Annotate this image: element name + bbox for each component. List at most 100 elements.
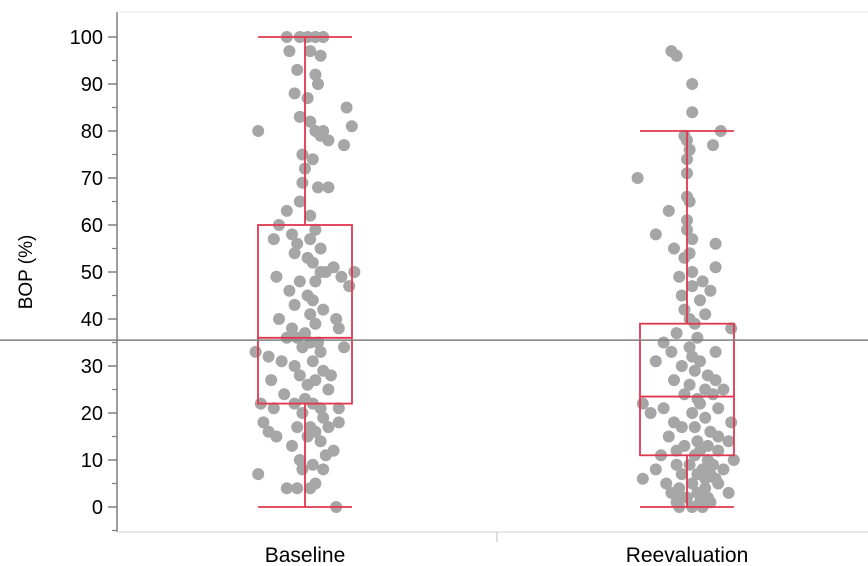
data-point: [304, 233, 317, 246]
data-point: [683, 341, 696, 354]
data-point: [273, 313, 285, 325]
data-point: [699, 472, 712, 485]
data-point: [288, 247, 301, 260]
data-point: [309, 68, 322, 81]
data-point: [330, 313, 343, 325]
data-point: [675, 360, 688, 372]
data-point: [267, 402, 280, 415]
data-point: [288, 87, 301, 100]
data-point: [683, 458, 696, 471]
data-point: [322, 421, 335, 434]
data-point: [288, 298, 301, 311]
data-point: [306, 355, 319, 368]
data-point: [309, 223, 322, 236]
y-tick-label: 20: [81, 403, 103, 425]
data-point: [304, 209, 317, 222]
data-point: [314, 49, 327, 62]
data-point: [686, 106, 699, 119]
data-point: [704, 284, 717, 297]
data-point: [670, 444, 683, 457]
data-point: [694, 294, 706, 307]
data-point: [717, 383, 730, 396]
data-point: [665, 345, 678, 358]
y-tick-label: 10: [81, 450, 103, 472]
data-point: [649, 228, 662, 241]
data-point: [332, 402, 345, 415]
data-point: [291, 63, 304, 76]
data-point: [675, 289, 688, 302]
data-point: [304, 482, 317, 495]
data-point: [675, 468, 688, 481]
data-point: [322, 181, 335, 194]
data-point: [293, 369, 306, 382]
y-tick-label: 30: [81, 356, 103, 378]
data-point: [257, 416, 270, 429]
data-point: [322, 383, 335, 396]
data-point: [322, 134, 335, 147]
data-point: [712, 477, 725, 490]
data-point: [709, 237, 722, 250]
data-point: [665, 486, 678, 499]
data-point: [312, 181, 324, 194]
data-point: [699, 411, 712, 424]
data-point: [670, 458, 683, 471]
data-point: [252, 468, 265, 481]
data-point: [683, 195, 696, 208]
data-point: [657, 336, 670, 349]
data-point: [309, 275, 322, 288]
data-point: [296, 148, 309, 161]
data-point: [725, 416, 738, 429]
data-point: [309, 317, 322, 330]
data-point: [314, 242, 327, 255]
data-point: [270, 430, 283, 443]
data-point: [727, 454, 740, 466]
data-point: [338, 341, 350, 354]
data-point: [314, 435, 327, 448]
data-point: [275, 355, 288, 368]
data-point: [293, 110, 306, 123]
data-point: [345, 120, 358, 133]
data-point: [317, 303, 330, 316]
data-point: [301, 92, 314, 105]
data-point: [699, 308, 712, 321]
data-point: [657, 402, 670, 415]
data-point: [312, 78, 324, 90]
data-point: [691, 486, 704, 499]
y-tick-label: 50: [81, 262, 103, 284]
iqr-box: [257, 224, 353, 405]
data-point: [335, 270, 348, 283]
data-point: [683, 378, 696, 391]
data-point: [688, 421, 701, 434]
y-tick-label: 40: [81, 309, 103, 331]
data-point: [325, 369, 337, 382]
data-point: [286, 228, 298, 241]
data-point: [686, 280, 699, 293]
data-point: [304, 115, 317, 128]
points-layer: [249, 31, 740, 513]
data-point: [696, 275, 709, 288]
data-point: [722, 486, 735, 499]
data-point: [293, 275, 306, 288]
y-tick-label: 60: [81, 215, 103, 237]
data-point: [709, 345, 722, 358]
data-point: [265, 374, 278, 387]
label-layer: 0 10 20 30 40 50 60 70 80 90 100 Baseline Reevaluati…: [70, 27, 749, 566]
data-point: [712, 402, 725, 415]
data-point: [644, 407, 657, 419]
data-point: [332, 322, 345, 335]
data-point: [306, 294, 319, 307]
data-point: [301, 430, 314, 443]
data-point: [694, 397, 706, 410]
data-point: [314, 345, 327, 358]
data-point: [319, 449, 332, 462]
data-point: [283, 45, 296, 58]
data-point: [291, 482, 304, 495]
data-point: [686, 233, 699, 246]
data-point: [686, 78, 699, 90]
data-point: [722, 435, 735, 448]
data-point: [343, 280, 356, 293]
data-point: [348, 266, 361, 278]
data-point: [675, 421, 688, 434]
data-point: [291, 421, 304, 434]
